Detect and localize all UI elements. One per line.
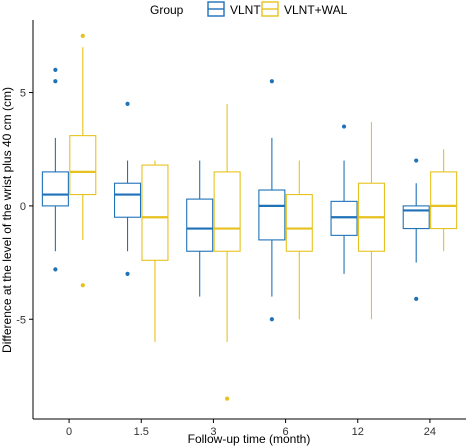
box-vlnt-wal-12 — [357, 122, 386, 320]
legend-item-vlnt-wal: VLNT+WAL — [261, 1, 348, 17]
iqr-box — [141, 164, 169, 261]
outlier-point — [125, 271, 130, 277]
legend-label-vlnt-wal: VLNT+WAL — [284, 3, 348, 17]
outlier-point — [125, 101, 130, 106]
plot-area — [41, 33, 458, 401]
y-tick-label: 0 — [20, 201, 26, 213]
iqr-box — [430, 171, 458, 230]
iqr-box — [69, 135, 97, 196]
legend-label-vlnt: VLNT — [230, 3, 261, 17]
box-vlnt-3 — [186, 160, 214, 297]
legend-title: Group — [150, 3, 184, 17]
y-tick-label: -5 — [16, 314, 26, 326]
iqr-box — [285, 194, 313, 252]
y-tick-label: 5 — [20, 88, 26, 100]
iqr-box — [402, 205, 430, 230]
legend: Group VLNT VLNT+WAL — [150, 1, 348, 17]
outlier-point — [53, 79, 58, 84]
outlier-point — [80, 33, 85, 38]
x-tick-label: 0 — [66, 426, 72, 438]
outlier-point — [225, 396, 230, 401]
iqr-box — [41, 171, 69, 207]
outlier-point — [53, 67, 58, 72]
box-vlnt-wal-1.5 — [141, 160, 169, 342]
box-vlnt-24 — [402, 158, 430, 301]
x-tick-label: 1.5 — [134, 426, 149, 438]
outlier-point — [269, 79, 274, 84]
x-axis-ticks: 0 1.5 3 6 12 24 — [66, 419, 436, 438]
iqr-box — [113, 182, 142, 218]
outlier-point — [80, 283, 85, 288]
outlier-point — [341, 124, 347, 129]
x-tick-label: 6 — [283, 426, 289, 438]
y-axis-label: Difference at the level of the wrist plu… — [0, 87, 14, 353]
outlier-point — [269, 317, 274, 322]
box-vlnt-12 — [330, 124, 358, 274]
x-tick-label: 12 — [352, 426, 364, 438]
x-tick-label: 3 — [210, 426, 216, 438]
iqr-box — [186, 198, 214, 252]
outlier-point — [414, 296, 419, 301]
outlier-point — [53, 267, 58, 272]
box-vlnt-0 — [41, 67, 69, 272]
x-axis-label: Follow-up time (month) — [188, 432, 311, 446]
box-vlnt-1.5 — [113, 101, 142, 277]
box-vlnt-6 — [258, 79, 286, 322]
iqr-box — [258, 189, 286, 241]
iqr-box — [330, 200, 358, 236]
x-tick-label: 24 — [424, 426, 436, 438]
box-vlnt-wal-24 — [430, 149, 458, 252]
iqr-box — [213, 171, 241, 252]
box-vlnt-wal-0 — [69, 33, 97, 288]
y-axis-ticks: -5 0 5 — [16, 88, 33, 326]
box-vlnt-wal-6 — [285, 160, 313, 320]
outlier-point — [414, 158, 419, 163]
box-vlnt-wal-3 — [213, 103, 241, 401]
legend-item-vlnt: VLNT — [207, 1, 261, 17]
